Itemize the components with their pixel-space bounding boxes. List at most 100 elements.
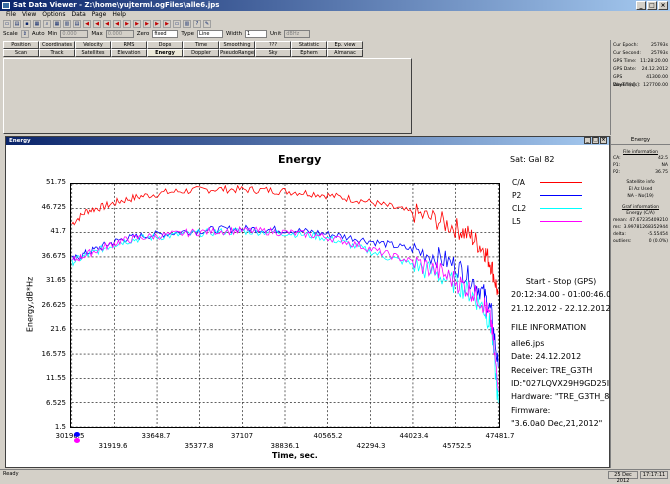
scale-icon[interactable]: ⇕ [20, 30, 29, 38]
close-button[interactable]: × [658, 1, 668, 10]
menu-options[interactable]: Options [42, 11, 66, 18]
satellite-info-title: Satellite info [626, 180, 655, 185]
table-icon[interactable]: ▤ [73, 20, 81, 28]
y-tick-label: 41.7 [50, 227, 66, 235]
min-field[interactable]: 0.000 [60, 30, 89, 38]
main-toolbar: ▭ ▤ ▪ ▦ ⌕ ▦ ▥ ▤ ◀ ◀ ◀ ◀ ▶ ▶ ▶ ▶ ▶ ▭ ▥ ? … [0, 19, 670, 29]
epoch-info-value: 25793s [650, 51, 668, 56]
width-label: Width [226, 31, 243, 37]
tile-icon[interactable]: ▥ [183, 20, 191, 28]
tab-scan[interactable]: Scan [3, 49, 39, 57]
max-field[interactable]: 0.000 [105, 30, 134, 38]
print-icon[interactable]: ▦ [33, 20, 41, 28]
tab-time[interactable]: Time [183, 41, 219, 49]
receiver-id: ID:"027LQVX29H9GD25I [511, 379, 610, 389]
grid-icon[interactable]: ▦ [53, 20, 61, 28]
stat-key: mean: [613, 218, 628, 223]
tab-coordinates[interactable]: Coordinates [39, 41, 75, 49]
tab-almanac[interactable]: Almanac [327, 49, 363, 57]
next-icon[interactable]: ▶ [143, 20, 151, 28]
forward-icon[interactable]: ▶ [153, 20, 161, 28]
legend-item: CL2 [512, 202, 582, 215]
type-select[interactable]: Line [197, 30, 224, 38]
minimize-button[interactable]: _ [636, 1, 646, 10]
maximize-button[interactable]: □ [647, 1, 657, 10]
tab-smoothing[interactable]: Smoothing [219, 41, 255, 49]
tab-energy[interactable]: Energy [147, 49, 183, 57]
chart-title: Energy [278, 153, 322, 166]
zero-select[interactable]: fixed [152, 30, 179, 38]
series-line-l5 [71, 225, 499, 391]
help-icon[interactable]: ? [193, 20, 201, 28]
epoch-info-value: 127700.00 [643, 83, 668, 88]
scale-toolbar: Scale ⇕ Auto Min 0.000 Max 0.000 Zero fi… [0, 29, 670, 39]
graf-info-title: Graf information [621, 205, 660, 210]
x-tick-label: 30190.5 [55, 432, 85, 440]
tab-velocity[interactable]: Velocity [75, 41, 111, 49]
tab-statistic[interactable]: Statistic [291, 41, 327, 49]
epoch-info-row: WeekTm[s]: 127700.00 [613, 82, 668, 90]
rewind-icon[interactable]: ◀ [93, 20, 101, 28]
save-icon[interactable]: ▪ [23, 20, 31, 28]
unit-select[interactable]: dBHz [284, 30, 311, 38]
energy-close-button[interactable]: × [600, 137, 607, 144]
tab-satellites[interactable]: Satellites [75, 49, 111, 57]
tab-ep-view[interactable]: Ep. view [327, 41, 363, 49]
x-marker-start[interactable] [74, 432, 80, 437]
tab-unknown[interactable]: ??? [255, 41, 291, 49]
y-tick-label: 26.625 [41, 300, 67, 309]
menu-data[interactable]: Data [71, 11, 86, 18]
tab-dops[interactable]: Dops [147, 41, 183, 49]
epoch-info-row: GPS Time: 11:28:20.00 [613, 58, 668, 66]
series-line-ca [71, 184, 499, 296]
series-line-cl2 [71, 227, 499, 403]
tab-elevation[interactable]: Elevation [111, 49, 147, 57]
energy-maximize-button[interactable]: □ [592, 137, 599, 144]
stat-value: -5.55454 [647, 232, 668, 237]
auto-checkbox[interactable]: Auto [31, 31, 45, 37]
zoom-icon[interactable]: ⌕ [43, 20, 51, 28]
energy-ca-label: Energy (C/A) [626, 211, 655, 216]
menu-help[interactable]: Help [112, 11, 126, 18]
step-back-icon[interactable]: ◀ [113, 20, 121, 28]
energy-minimize-button[interactable]: _ [584, 137, 591, 144]
first-icon[interactable]: ◀ [83, 20, 91, 28]
x-tick-label: 44023.4 [399, 432, 429, 440]
zero-label: Zero [136, 31, 150, 37]
open-icon[interactable]: ▭ [3, 20, 11, 28]
tool-icon[interactable]: ✎ [203, 20, 211, 28]
go-icon[interactable]: ▶ [123, 20, 131, 28]
tab-ephem[interactable]: Ephem [291, 49, 327, 57]
x-tick-label: 47481.7 [485, 432, 515, 440]
stat-value: 0 (0.0%) [648, 239, 668, 244]
stat-value: 42.5 [657, 156, 668, 161]
chart-icon[interactable]: ▥ [63, 20, 71, 28]
menu-file[interactable]: File [6, 11, 17, 18]
tab-sky[interactable]: Sky [255, 49, 291, 57]
tab-pseudorange[interactable]: PseudoRange [219, 49, 255, 57]
folder-icon[interactable]: ▤ [13, 20, 21, 28]
x-marker-end[interactable] [74, 438, 80, 443]
stat-row: CA: 42.5 [611, 155, 670, 162]
tab-row-1: Position Coordinates Velocity RMS Dops T… [3, 41, 363, 49]
window-icon[interactable]: ▭ [173, 20, 181, 28]
step-fwd-icon[interactable]: ▶ [133, 20, 141, 28]
width-select[interactable]: 1 [245, 30, 268, 38]
menu-page[interactable]: Page [91, 11, 107, 18]
y-tick-label: 11.55 [45, 374, 66, 382]
x-tick-label: 45752.5 [442, 442, 472, 450]
tab-position[interactable]: Position [3, 41, 39, 49]
energy-plot[interactable] [70, 183, 500, 428]
menu-view[interactable]: View [22, 11, 37, 18]
prev-icon[interactable]: ◀ [103, 20, 111, 28]
x-tick-label: 37107 [230, 432, 254, 440]
tab-track[interactable]: Track [39, 49, 75, 57]
stat-row: P1: NA [611, 162, 670, 169]
window-title: Sat Data Viewer - Z:\home\yujterml.ogFil… [13, 1, 220, 9]
file-information-title: File information [623, 150, 658, 155]
tab-row-2: Scan Track Satellites Elevation Energy D… [3, 49, 363, 57]
last-icon[interactable]: ▶ [163, 20, 171, 28]
epoch-info-value: 24.12.2012 [641, 67, 668, 72]
tab-rms[interactable]: RMS [111, 41, 147, 49]
tab-doppler[interactable]: Doppler [183, 49, 219, 57]
